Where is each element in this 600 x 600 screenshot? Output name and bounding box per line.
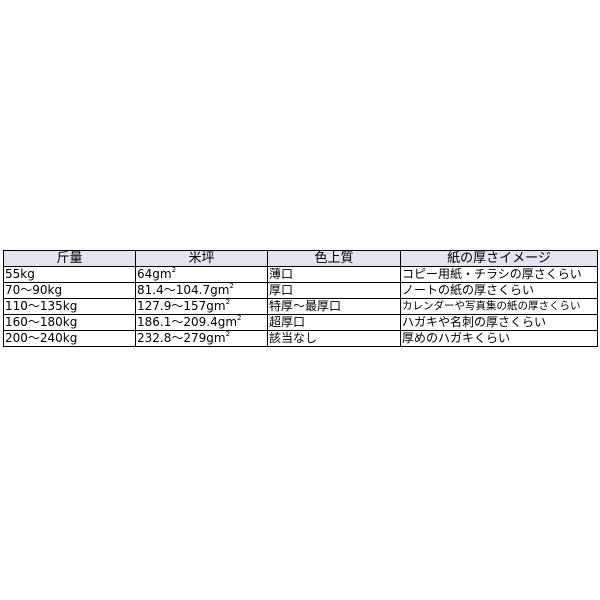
table-row: 55kg 64gm2 薄口 コピー用紙・チラシの厚さくらい: [3, 266, 598, 283]
cell-color-paper-text: 薄口: [269, 267, 294, 282]
cell-color-paper: 該当なし: [267, 330, 401, 347]
cell-thickness-image-text: ノートの紙の厚さくらい: [402, 283, 535, 298]
cell-color-paper-text: 該当なし: [269, 331, 318, 346]
cell-color-paper: 厚口: [267, 282, 401, 299]
unit-superscript: 2: [225, 330, 231, 338]
table-row: 70〜90kg 81.4〜104.7gm2 厚口 ノートの紙の厚さくらい: [3, 282, 598, 299]
header-color-paper: 色上質: [267, 250, 401, 267]
table-row: 110〜135kg 127.9〜157gm2 特厚〜最厚口 カレンダーや写真集の紙の厚…: [3, 298, 598, 315]
cell-basis-weight: 127.9〜157gm2: [135, 298, 268, 315]
cell-color-paper: 薄口: [267, 266, 401, 283]
unit-superscript: 2: [237, 314, 242, 322]
table-header-row: 斤量 米坪 色上質 紙の厚さイメージ: [3, 250, 598, 267]
cell-weight-text: 160〜180kg: [5, 315, 78, 330]
cell-basis-weight-text: 81.4〜104.7gm: [137, 283, 230, 298]
header-weight: 斤量: [3, 250, 136, 267]
cell-color-paper: 特厚〜最厚口: [267, 298, 401, 315]
cell-weight-text: 70〜90kg: [5, 283, 63, 298]
table-row: 160〜180kg 186.1〜209.4gm2 超厚口 ハガキや名刺の厚さくらい: [3, 314, 598, 331]
cell-color-paper-text: 超厚口: [269, 315, 306, 330]
cell-thickness-image-text: カレンダーや写真集の紙の厚さくらい: [402, 300, 581, 312]
cell-thickness-image: 厚めのハガキくらい: [400, 330, 598, 347]
cell-thickness-image-text: コピー用紙・チラシの厚さくらい: [402, 267, 582, 282]
paper-weight-table: 斤量 米坪 色上質 紙の厚さイメージ 55kg 64gm2 薄口 コピー用紙・チラシの…: [3, 250, 598, 347]
cell-weight-text: 110〜135kg: [5, 299, 78, 314]
cell-thickness-image: ハガキや名刺の厚さくらい: [400, 314, 598, 331]
cell-basis-weight: 186.1〜209.4gm2: [135, 314, 268, 331]
table-row: 200〜240kg 232.8〜279gm2 該当なし 厚めのハガキくらい: [3, 330, 598, 347]
cell-color-paper: 超厚口: [267, 314, 401, 331]
cell-basis-weight: 64gm2: [135, 266, 268, 283]
header-basis-weight: 米坪: [135, 250, 268, 267]
cell-basis-weight: 232.8〜279gm2: [135, 330, 268, 347]
cell-weight: 70〜90kg: [3, 282, 136, 299]
cell-thickness-image-text: 厚めのハガキくらい: [402, 331, 511, 346]
unit-superscript: 2: [225, 298, 231, 306]
cell-basis-weight: 81.4〜104.7gm2: [135, 282, 268, 299]
header-thickness-image: 紙の厚さイメージ: [400, 250, 598, 267]
cell-basis-weight-text: 186.1〜209.4gm: [137, 315, 238, 330]
cell-weight-text: 200〜240kg: [5, 331, 78, 346]
cell-color-paper-text: 特厚〜最厚口: [269, 299, 342, 314]
cell-thickness-image: コピー用紙・チラシの厚さくらい: [400, 266, 598, 283]
cell-basis-weight-text: 232.8〜279gm: [137, 331, 226, 346]
cell-weight: 160〜180kg: [3, 314, 136, 331]
cell-weight: 200〜240kg: [3, 330, 136, 347]
cell-weight-text: 55kg: [5, 267, 35, 282]
cell-weight: 55kg: [3, 266, 136, 283]
unit-superscript: 2: [229, 282, 234, 290]
unit-superscript: 2: [171, 266, 177, 274]
cell-weight: 110〜135kg: [3, 298, 136, 315]
cell-basis-weight-text: 64gm: [137, 267, 172, 282]
cell-thickness-image-text: ハガキや名刺の厚さくらい: [402, 315, 547, 330]
cell-thickness-image: ノートの紙の厚さくらい: [400, 282, 598, 299]
cell-thickness-image: カレンダーや写真集の紙の厚さくらい: [400, 298, 598, 315]
cell-basis-weight-text: 127.9〜157gm: [137, 299, 226, 314]
cell-color-paper-text: 厚口: [269, 283, 294, 298]
